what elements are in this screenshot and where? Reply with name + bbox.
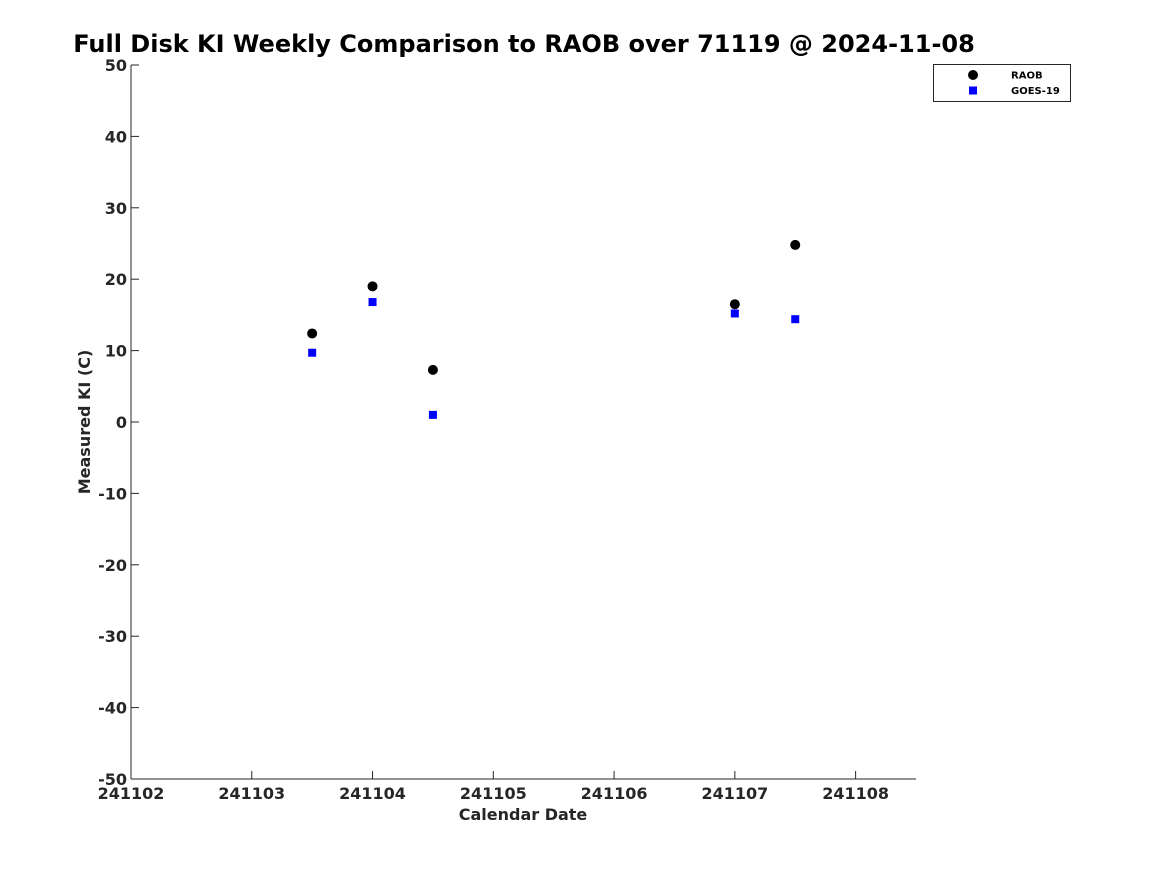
y-tick-label: 0 [116,413,127,432]
goes-19-point [791,315,800,324]
raob-point [307,328,318,339]
x-tick-label: 241104 [339,784,406,803]
x-tick-label: 241107 [701,784,768,803]
x-axis-label: Calendar Date [459,805,588,824]
x-tick-label: 241105 [460,784,527,803]
y-axis-label: Measured KI (C) [75,350,94,495]
legend-label: RAOB [1011,71,1043,82]
x-tick-label: 241103 [218,784,285,803]
raob-point [790,239,801,250]
chart-title: Full Disk KI Weekly Comparison to RAOB o… [73,30,975,58]
x-tick-label: 241108 [822,784,889,803]
goes-19-point [368,298,377,307]
legend-marker-goes-19 [969,86,977,95]
legend-box [933,64,1071,102]
y-tick-label: -40 [98,699,127,718]
data-marks [307,239,801,419]
y-tick-label: 10 [105,342,127,361]
legend-marker-raob [968,70,978,80]
y-tick-label: -50 [98,770,127,789]
y-tick-label: 30 [105,199,127,218]
raob-point [729,299,740,310]
legend: RAOB GOES-19 [933,64,1071,102]
y-tick-label: 50 [105,56,127,75]
goes-19-point [428,410,437,419]
raob-point [427,364,438,375]
x-tick-label: 241102 [98,784,165,803]
y-tick-label: 20 [105,270,127,289]
raob-point [367,281,378,292]
goes-19-point [730,309,739,318]
y-tick-label: -10 [98,484,127,503]
y-tick-label: 40 [105,127,127,146]
y-tick-label: -20 [98,556,127,575]
legend-label: GOES-19 [1011,86,1060,97]
x-tick-label: 241106 [581,784,648,803]
goes-19-point [308,348,317,357]
y-tick-label: -30 [98,627,127,646]
